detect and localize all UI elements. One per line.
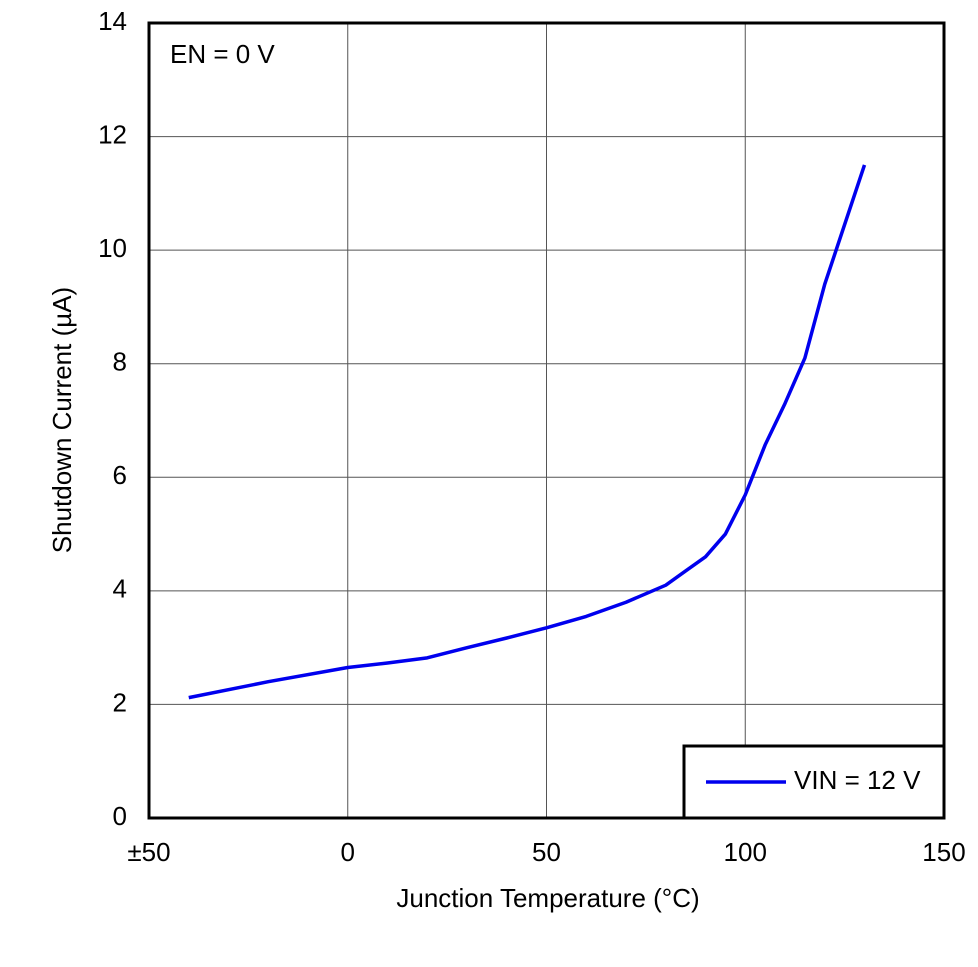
x-tick-label: ±50	[127, 837, 170, 867]
x-axis-label: Junction Temperature (°C)	[396, 883, 699, 913]
x-tick-label: 100	[724, 837, 767, 867]
y-tick-label: 10	[98, 233, 127, 263]
annotation: EN = 0 V	[170, 39, 275, 69]
data-line	[188, 164, 867, 700]
y-tick-label: 14	[98, 6, 127, 36]
y-tick-label: 6	[113, 460, 127, 490]
plot-frame	[147, 21, 946, 820]
x-tick-label: 50	[532, 837, 561, 867]
y-axis-label: Shutdown Current (µA)	[47, 287, 77, 553]
y-tick-label: 0	[113, 801, 127, 831]
y-tick-label: 2	[113, 687, 127, 717]
y-tick-label: 4	[113, 574, 127, 604]
legend-label: VIN = 12 V	[794, 765, 921, 795]
x-tick-label: 0	[341, 837, 355, 867]
y-tick-label: 12	[98, 119, 127, 149]
y-tick-label: 8	[113, 347, 127, 377]
x-tick-label: 150	[922, 837, 965, 867]
